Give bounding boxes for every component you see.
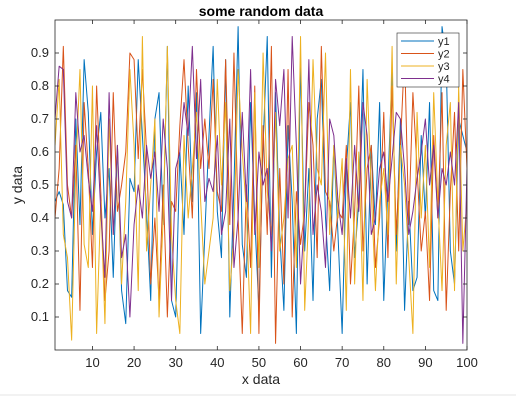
x-tick-label: 80	[377, 355, 391, 370]
y-tick-label: 0.2	[31, 276, 49, 291]
x-tick-label: 30	[168, 355, 182, 370]
x-tick-label: 10	[85, 355, 99, 370]
x-tick-label: 70	[335, 355, 349, 370]
y-tick-label: 0.9	[31, 45, 49, 60]
x-axis-title: x data	[242, 371, 280, 387]
axes: 10 20 30 40 50 60 70 80 90 100 0.1 0.2 0.3 0.4 0.5 0.6 0…	[31, 19, 478, 370]
x-tick-label: 40	[210, 355, 224, 370]
y-tick-label: 0.1	[31, 309, 49, 324]
x-tick-label: 100	[456, 355, 478, 370]
y-tick-label: 0.5	[31, 177, 49, 192]
x-tick-label: 50	[252, 355, 266, 370]
x-tick-label: 20	[127, 355, 141, 370]
y-tick-label: 0.4	[31, 210, 49, 225]
legend-label-y4: y4	[438, 74, 450, 86]
y-axis-title: y data	[9, 166, 25, 204]
series-line-y2	[55, 45, 467, 344]
y-tick-label: 0.6	[31, 144, 49, 159]
y-tick-label: 0.7	[31, 111, 49, 126]
legend-label-y3: y3	[438, 61, 450, 73]
x-tick-label: 90	[418, 355, 432, 370]
y-tick-label: 0.3	[31, 243, 49, 258]
series-line-y4	[55, 36, 467, 344]
series-lines	[55, 26, 467, 344]
legend-label-y2: y2	[438, 49, 450, 61]
x-tick-label: 60	[293, 355, 307, 370]
y-tick-label: 0.8	[31, 78, 49, 93]
series-line-y3	[55, 36, 467, 341]
chart-title: some random data	[199, 3, 324, 19]
legend-label-y1: y1	[438, 36, 450, 48]
